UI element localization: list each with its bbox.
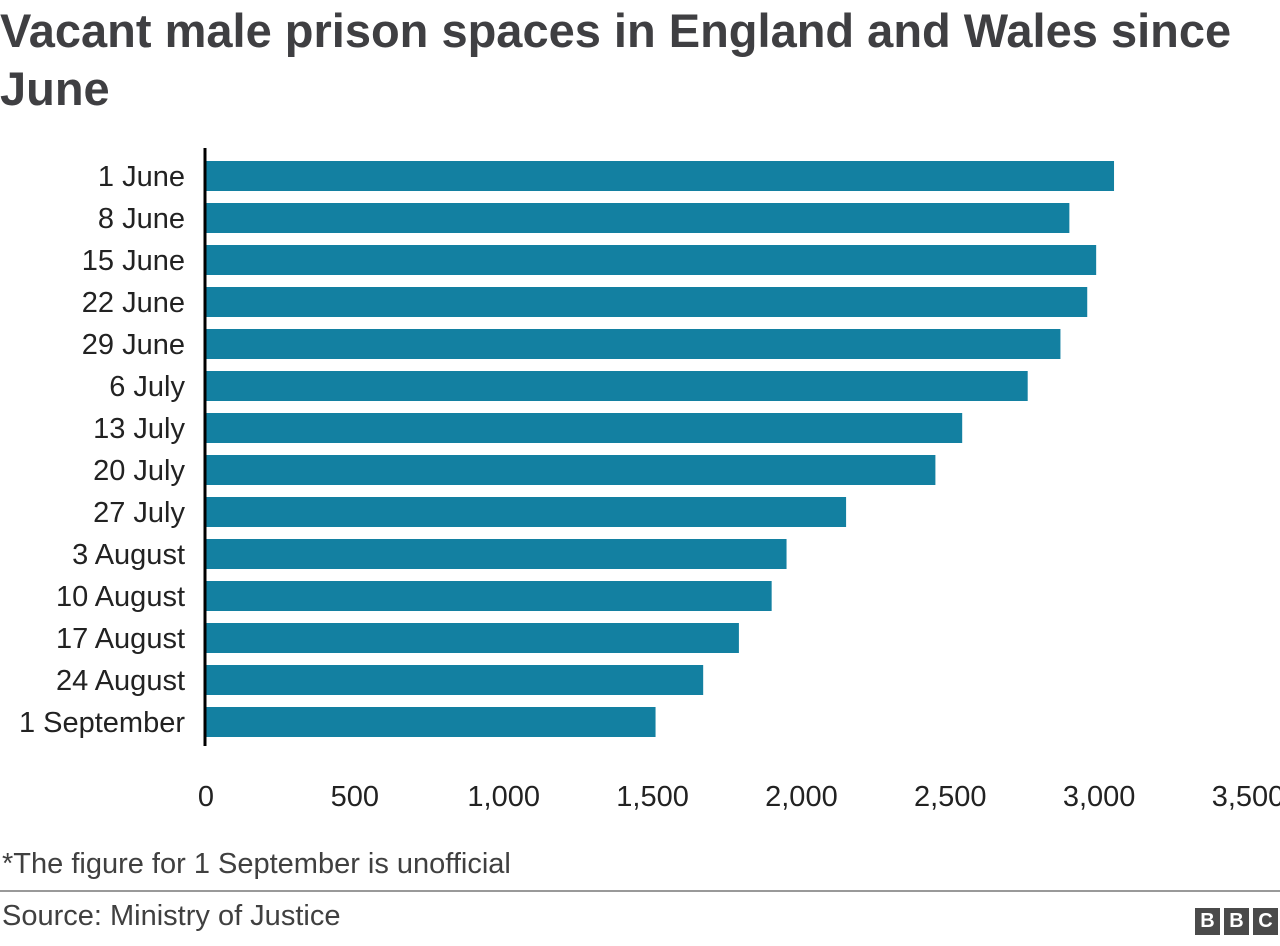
logo-letter: B <box>1224 908 1249 935</box>
x-tick-label: 3,500 <box>1212 781 1280 813</box>
x-tick-label: 1,500 <box>616 781 689 813</box>
bar <box>206 371 1028 401</box>
bar <box>206 497 847 527</box>
category-label: 22 June <box>82 287 185 319</box>
bar-chart: 1 June 8 June 15 June 22 June 29 June 6 July 1… <box>19 148 1280 813</box>
logo-letter: C <box>1253 908 1278 935</box>
bbc-logo: B B C <box>1195 908 1278 935</box>
x-tick-label: 0 <box>198 781 214 813</box>
x-tick-label: 3,000 <box>1063 781 1136 813</box>
category-label: 15 June <box>82 245 185 277</box>
x-tick-label: 1,000 <box>467 781 540 813</box>
x-tick-label: 2,000 <box>765 781 838 813</box>
category-labels: 1 June 8 June 15 June 22 June 29 June 6 July 1… <box>19 161 186 739</box>
category-label: 24 August <box>56 665 185 697</box>
bar <box>206 329 1061 359</box>
category-label: 20 July <box>93 455 185 487</box>
bar <box>206 413 963 443</box>
bar <box>206 245 1097 275</box>
bar <box>206 161 1115 191</box>
footer-divider <box>0 890 1280 892</box>
bar <box>206 287 1088 317</box>
category-label: 27 July <box>93 497 185 529</box>
x-tick-label: 2,500 <box>914 781 987 813</box>
bar <box>206 581 772 611</box>
footnote: *The figure for 1 September is unofficia… <box>2 848 511 880</box>
category-label: 29 June <box>82 329 185 361</box>
bar <box>206 539 787 569</box>
chart-title: Vacant male prison spaces in England and… <box>0 4 1232 115</box>
bar <box>206 455 936 485</box>
category-label: 8 June <box>98 203 185 235</box>
bar <box>206 707 656 737</box>
bar <box>206 203 1070 233</box>
category-label: 10 August <box>56 581 185 613</box>
category-label: 6 July <box>109 371 185 403</box>
category-label: 13 July <box>93 413 185 445</box>
bars-group <box>206 161 1115 737</box>
x-tick-label: 500 <box>331 781 379 813</box>
bar <box>206 665 704 695</box>
x-axis-tick-labels: 0 500 1,000 1,500 2,000 2,500 3,000 3,500 <box>198 781 1280 813</box>
bar <box>206 623 739 653</box>
logo-letter: B <box>1195 908 1220 935</box>
category-label: 17 August <box>56 623 185 655</box>
category-label: 3 August <box>72 539 185 571</box>
category-label: 1 June <box>98 161 185 193</box>
category-label: 1 September <box>19 707 185 739</box>
source-credit: Source: Ministry of Justice <box>2 900 341 932</box>
